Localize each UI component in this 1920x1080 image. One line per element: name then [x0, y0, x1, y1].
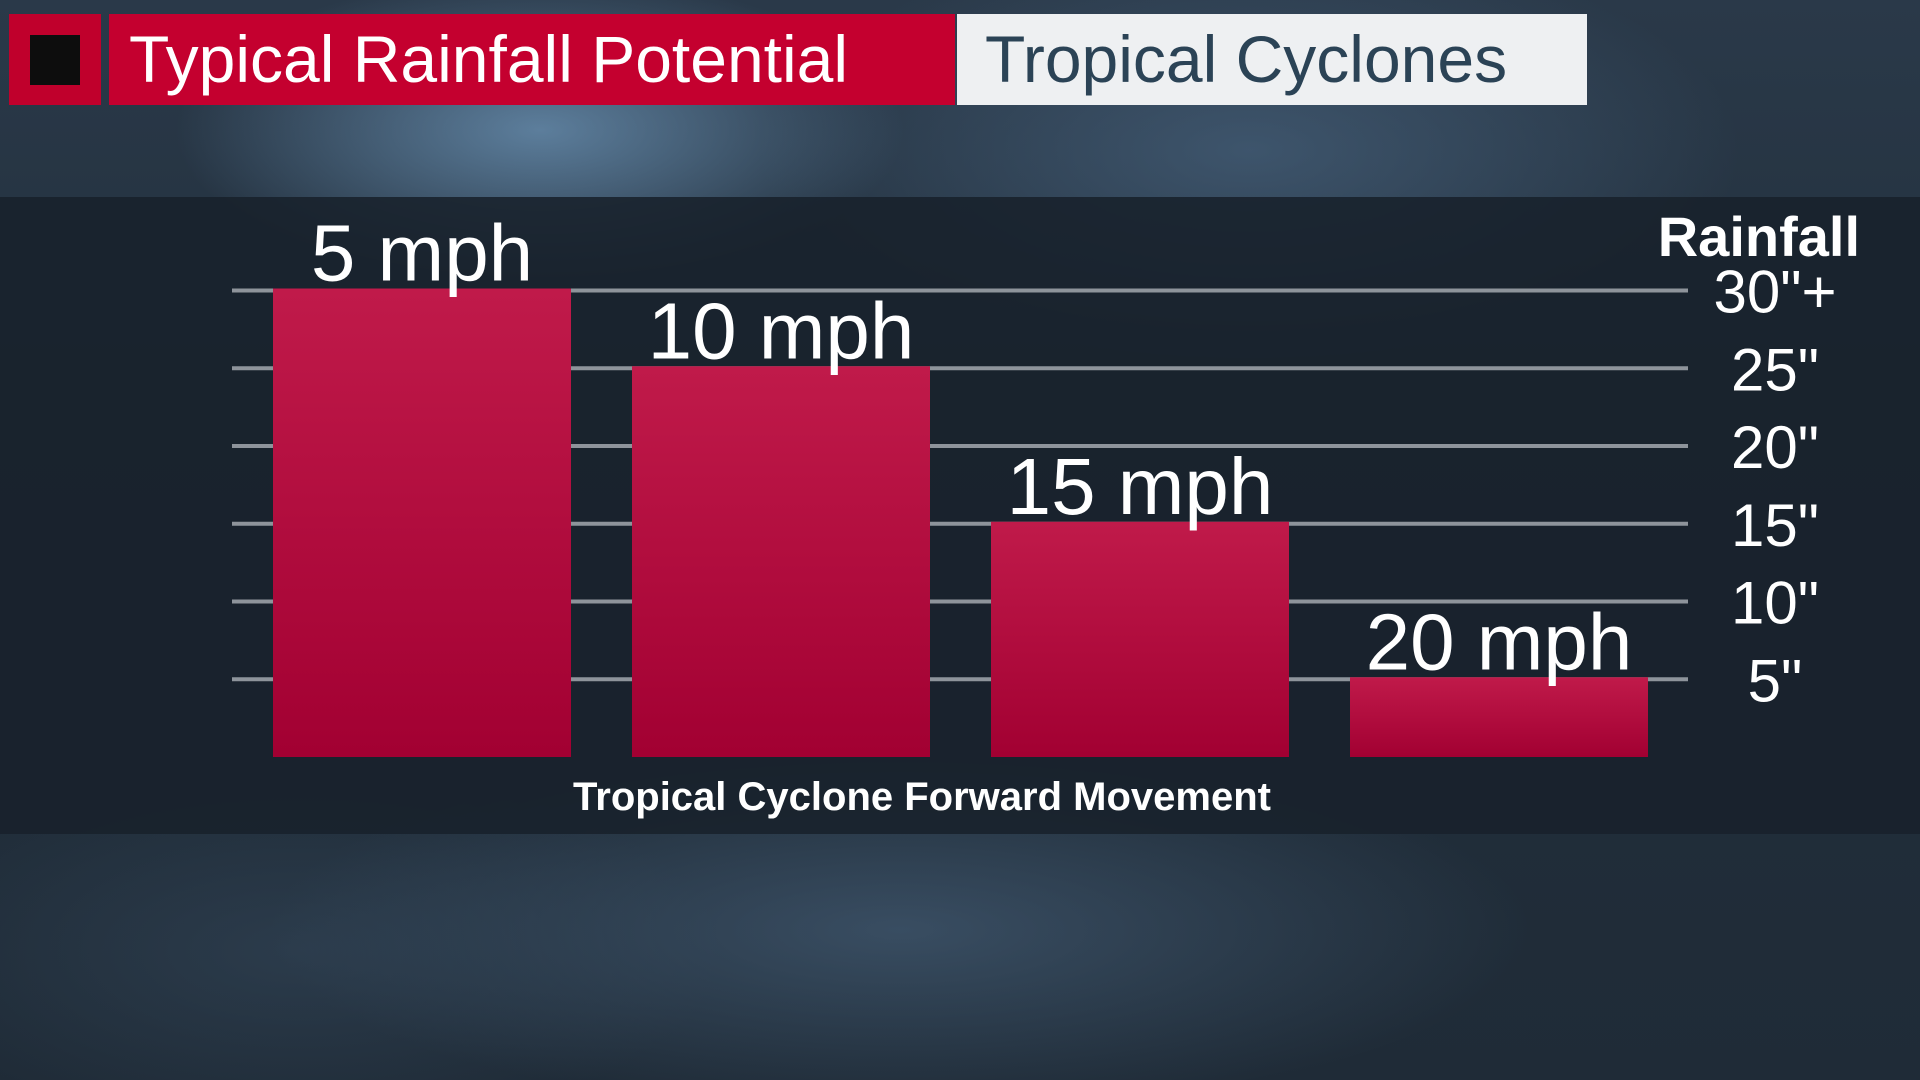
y-tick-label: 30"+ — [1713, 259, 1836, 326]
bar-label: 15 mph — [1007, 442, 1274, 531]
logo-icon — [9, 14, 101, 105]
y-tick-label: 5" — [1748, 647, 1803, 714]
title-main: Typical Rainfall Potential — [109, 14, 955, 105]
y-ticks: 30"+ 25" 20" 15" 10" 5" — [1713, 259, 1836, 715]
title-secondary: Tropical Cyclones — [957, 14, 1587, 105]
bar — [1350, 677, 1648, 757]
bar-label: 10 mph — [648, 286, 915, 375]
bar-labels: 5 mph 10 mph 15 mph 20 mph — [311, 209, 1633, 687]
y-tick-label: 15" — [1731, 492, 1819, 559]
bar — [273, 288, 571, 757]
x-axis-label: Tropical Cyclone Forward Movement — [573, 775, 1271, 819]
y-axis-label: Rainfall — [1658, 205, 1860, 268]
y-tick-label: 20" — [1731, 414, 1819, 481]
y-tick-label: 10" — [1731, 570, 1819, 637]
bars — [273, 288, 1648, 757]
bar-label: 20 mph — [1366, 597, 1633, 686]
y-tick-label: 25" — [1731, 336, 1819, 403]
bar — [991, 521, 1289, 757]
logo-square-icon — [30, 35, 80, 85]
bar-label: 5 mph — [311, 209, 533, 298]
bar — [632, 366, 930, 757]
